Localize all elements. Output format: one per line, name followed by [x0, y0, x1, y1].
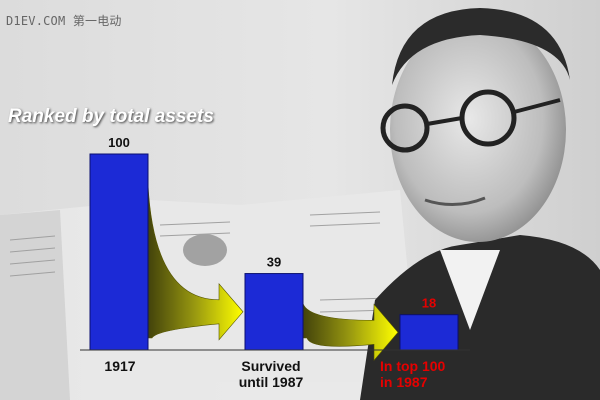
category-label-line: Survived	[241, 358, 301, 374]
chart-title: Ranked by total assets	[8, 106, 214, 127]
bar-value-label: 100	[108, 135, 130, 150]
category-label-line: until 1987	[238, 374, 304, 390]
category-label-line: 1917	[104, 358, 136, 374]
category-label-survived: Survived until 1987	[226, 358, 316, 390]
bar	[244, 273, 304, 351]
category-label-1917: 1917	[80, 358, 160, 374]
category-label-line: in 1987	[380, 374, 428, 390]
portrait-image	[360, 8, 600, 400]
bar	[399, 314, 459, 351]
flow-arrow	[302, 303, 399, 362]
bar-value-label: 18	[422, 296, 436, 311]
category-label-top100: In top 100 in 1987	[380, 358, 490, 390]
bar-value-label: 39	[267, 255, 281, 270]
flow-arrow	[147, 183, 244, 341]
watermark: D1EV.COM 第一电动	[6, 14, 122, 28]
category-label-line: In top 100	[380, 358, 446, 374]
bar	[89, 153, 149, 351]
